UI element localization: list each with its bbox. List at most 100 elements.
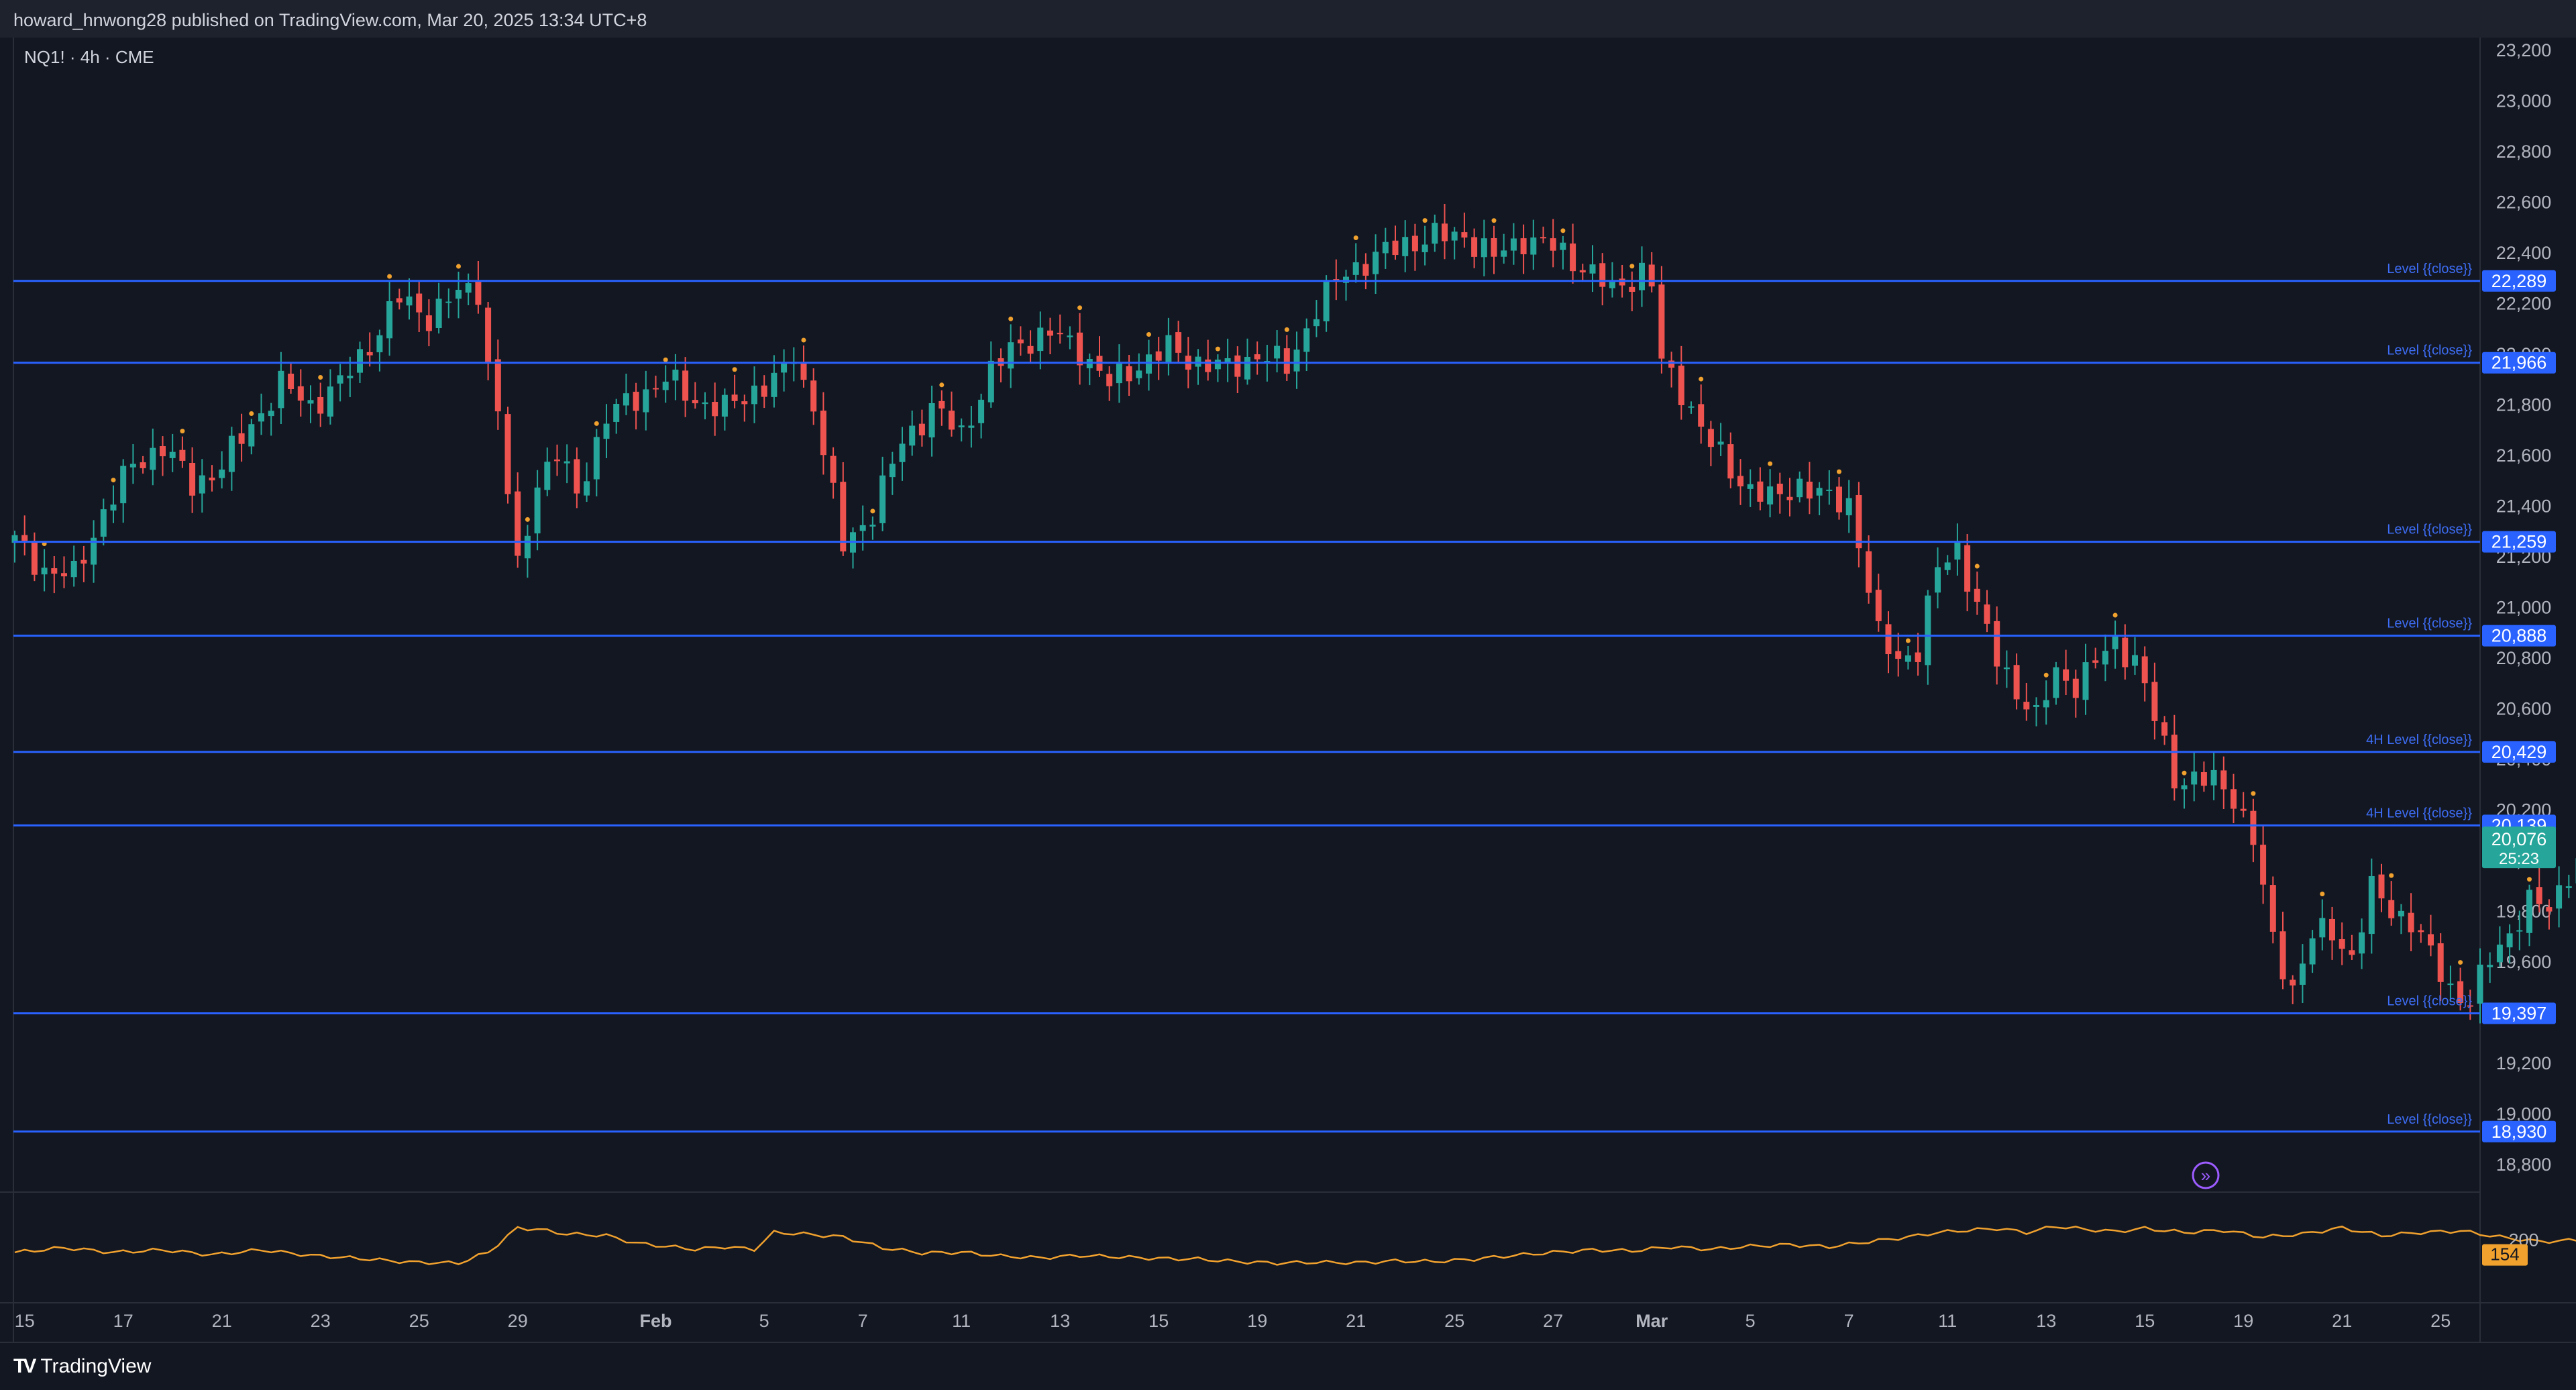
candle-body xyxy=(1787,497,1793,500)
time-tick-label: 13 xyxy=(2036,1311,2056,1331)
candle-body xyxy=(879,476,885,523)
candle-body xyxy=(2231,789,2237,808)
signal-dot xyxy=(2458,960,2463,965)
candle-body xyxy=(2182,785,2188,789)
time-tick-label: 5 xyxy=(1746,1311,1756,1331)
candle-body xyxy=(820,411,826,455)
candle-body xyxy=(2023,702,2029,709)
price-tick-label: 22,600 xyxy=(2496,192,2552,212)
candle-body xyxy=(2526,890,2532,932)
candle-body xyxy=(61,573,67,576)
candle-body xyxy=(574,459,580,493)
candle-body xyxy=(2092,660,2098,663)
candle-body xyxy=(1954,542,1960,559)
candle-body xyxy=(2270,885,2276,932)
candle-body xyxy=(672,370,678,380)
candle-body xyxy=(1313,319,1320,326)
candle-body xyxy=(337,375,343,383)
candle-body xyxy=(140,462,146,468)
candle-body xyxy=(367,352,373,356)
tradingview-logo[interactable]: TV TradingView xyxy=(13,1355,151,1378)
candle-body xyxy=(2014,665,2020,699)
time-tick-label: 11 xyxy=(952,1311,971,1331)
candle-body xyxy=(1244,357,1250,380)
candle-body xyxy=(663,382,669,390)
candle-body xyxy=(357,349,363,372)
level-price-text: 20,888 xyxy=(2491,626,2547,646)
time-tick-label: 15 xyxy=(15,1311,35,1331)
candle-body xyxy=(160,446,166,456)
candle-body xyxy=(1303,328,1309,352)
candle-body xyxy=(1274,346,1280,359)
candle-body xyxy=(1540,237,1546,238)
candle-body xyxy=(1412,235,1418,251)
bottom-bar: TV TradingView xyxy=(0,1342,2576,1390)
candle-body xyxy=(2250,811,2256,845)
price-tick-label: 21,400 xyxy=(2496,496,2552,516)
candle-body xyxy=(80,560,87,564)
time-tick-label: 7 xyxy=(1844,1311,1854,1331)
candle-body xyxy=(623,393,629,405)
candle-body xyxy=(347,376,353,378)
signal-dot xyxy=(111,478,116,482)
candle-body xyxy=(1886,624,1892,654)
signal-dot xyxy=(456,264,461,268)
candle-body xyxy=(317,397,323,414)
level-label: Level {{close}} xyxy=(2387,343,2472,358)
candle-body xyxy=(1373,252,1379,274)
candle-body xyxy=(702,403,708,404)
time-tick-label: 7 xyxy=(858,1311,868,1331)
price-tick-label: 21,600 xyxy=(2496,445,2552,466)
candle-body xyxy=(288,374,294,389)
candle-body xyxy=(653,388,659,389)
candle-body xyxy=(1254,354,1260,359)
candle-body xyxy=(1077,333,1083,366)
candle-body xyxy=(633,392,639,411)
time-tick-label: 25 xyxy=(2430,1311,2451,1331)
candle-body xyxy=(1718,441,1724,444)
signal-dot xyxy=(249,411,254,416)
candle-body xyxy=(1136,370,1142,378)
candle-body xyxy=(179,450,185,461)
candle-body xyxy=(1964,545,1970,592)
candle-body xyxy=(1432,223,1438,244)
time-tick-label: 5 xyxy=(759,1311,769,1331)
candle-body xyxy=(1205,360,1211,372)
candle-body xyxy=(239,433,245,444)
price-tick-label: 19,200 xyxy=(2496,1053,2552,1073)
time-tick-label: 25 xyxy=(1444,1311,1464,1331)
candle-body xyxy=(2300,963,2306,985)
candle-body xyxy=(869,525,875,527)
bar-countdown-text: 25:23 xyxy=(2499,850,2539,868)
candle-body xyxy=(564,462,570,464)
candle-body xyxy=(2073,679,2079,698)
candle-body xyxy=(505,414,511,494)
candle-body xyxy=(1324,281,1330,321)
candle-body xyxy=(1777,484,1783,494)
price-tick-label: 22,200 xyxy=(2496,293,2552,313)
candle-body xyxy=(2033,705,2039,707)
signal-dot xyxy=(594,421,599,426)
candle-body xyxy=(959,425,965,427)
candle-body xyxy=(1234,356,1240,377)
time-tick-label: 21 xyxy=(2332,1311,2352,1331)
signal-dot xyxy=(1560,228,1565,233)
signal-dot xyxy=(663,358,668,362)
level-price-text: 20,429 xyxy=(2491,742,2547,762)
candle-body xyxy=(1028,346,1034,354)
candle-body xyxy=(643,389,649,412)
candle-body xyxy=(1530,237,1536,255)
candle-body xyxy=(2516,930,2522,932)
level-price-text: 21,966 xyxy=(2491,353,2547,373)
candle-body xyxy=(2053,667,2059,698)
candle-body xyxy=(475,280,481,305)
candle-body xyxy=(2211,770,2217,786)
candle-body xyxy=(1925,596,1931,665)
time-tick-label: 11 xyxy=(1938,1311,1957,1331)
time-tick-label: 19 xyxy=(2233,1311,2253,1331)
candle-body xyxy=(1383,242,1389,254)
candle-body xyxy=(900,443,906,462)
time-tick-label: 13 xyxy=(1050,1311,1070,1331)
candle-body xyxy=(111,504,117,511)
